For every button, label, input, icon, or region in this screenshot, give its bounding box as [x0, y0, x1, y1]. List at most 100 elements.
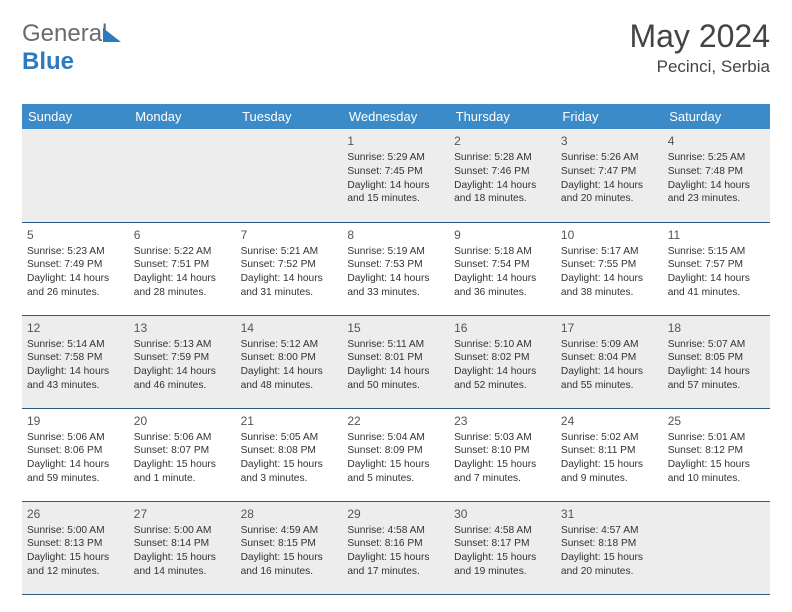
- day-info-line: Sunrise: 5:12 AM: [241, 338, 338, 352]
- month-title: May 2024: [629, 18, 770, 55]
- day-info-line: Sunrise: 5:02 AM: [561, 431, 658, 445]
- day-info-line: Daylight: 14 hours: [134, 365, 231, 379]
- day-cell: 18Sunrise: 5:07 AMSunset: 8:05 PMDayligh…: [663, 315, 770, 408]
- day-info-line: Sunset: 8:07 PM: [134, 444, 231, 458]
- day-info-line: Sunrise: 5:29 AM: [347, 151, 444, 165]
- day-info-line: and 43 minutes.: [27, 379, 124, 393]
- day-info-line: Sunset: 8:15 PM: [241, 537, 338, 551]
- day-info-line: Daylight: 14 hours: [668, 179, 765, 193]
- day-info-line: and 57 minutes.: [668, 379, 765, 393]
- day-cell: 20Sunrise: 5:06 AMSunset: 8:07 PMDayligh…: [129, 408, 236, 501]
- day-number: 26: [27, 506, 124, 522]
- day-info-line: Sunrise: 5:01 AM: [668, 431, 765, 445]
- day-info-line: Sunrise: 5:10 AM: [454, 338, 551, 352]
- week-row: 12Sunrise: 5:14 AMSunset: 7:58 PMDayligh…: [22, 315, 770, 408]
- day-number: 17: [561, 320, 658, 336]
- day-info-line: Daylight: 15 hours: [241, 458, 338, 472]
- day-cell: 23Sunrise: 5:03 AMSunset: 8:10 PMDayligh…: [449, 408, 556, 501]
- day-info-line: Daylight: 15 hours: [454, 458, 551, 472]
- day-info-line: Sunset: 7:51 PM: [134, 258, 231, 272]
- day-info-line: and 17 minutes.: [347, 565, 444, 579]
- day-number: 30: [454, 506, 551, 522]
- day-info-line: Sunset: 8:04 PM: [561, 351, 658, 365]
- day-info-line: Sunrise: 5:28 AM: [454, 151, 551, 165]
- day-cell: 29Sunrise: 4:58 AMSunset: 8:16 PMDayligh…: [342, 501, 449, 594]
- day-info-line: Sunset: 7:58 PM: [27, 351, 124, 365]
- day-number: 12: [27, 320, 124, 336]
- day-info-line: Sunrise: 5:13 AM: [134, 338, 231, 352]
- day-number: 21: [241, 413, 338, 429]
- day-number: 28: [241, 506, 338, 522]
- day-info-line: and 26 minutes.: [27, 286, 124, 300]
- day-cell: 16Sunrise: 5:10 AMSunset: 8:02 PMDayligh…: [449, 315, 556, 408]
- day-cell: 12Sunrise: 5:14 AMSunset: 7:58 PMDayligh…: [22, 315, 129, 408]
- day-info-line: Daylight: 15 hours: [241, 551, 338, 565]
- day-info-line: Sunrise: 4:59 AM: [241, 524, 338, 538]
- day-info-line: and 14 minutes.: [134, 565, 231, 579]
- day-info-line: and 16 minutes.: [241, 565, 338, 579]
- day-info-line: Sunset: 7:48 PM: [668, 165, 765, 179]
- day-info-line: and 23 minutes.: [668, 192, 765, 206]
- day-cell: 25Sunrise: 5:01 AMSunset: 8:12 PMDayligh…: [663, 408, 770, 501]
- day-info-line: Sunset: 7:57 PM: [668, 258, 765, 272]
- day-cell: 6Sunrise: 5:22 AMSunset: 7:51 PMDaylight…: [129, 222, 236, 315]
- day-info-line: Sunrise: 5:04 AM: [347, 431, 444, 445]
- day-cell: 8Sunrise: 5:19 AMSunset: 7:53 PMDaylight…: [342, 222, 449, 315]
- day-number: 19: [27, 413, 124, 429]
- day-number: 9: [454, 227, 551, 243]
- day-info-line: Daylight: 14 hours: [27, 365, 124, 379]
- day-info-line: Sunrise: 5:03 AM: [454, 431, 551, 445]
- day-info-line: Sunset: 8:09 PM: [347, 444, 444, 458]
- day-info-line: Daylight: 15 hours: [134, 458, 231, 472]
- day-info-line: Sunrise: 5:00 AM: [134, 524, 231, 538]
- day-info-line: and 3 minutes.: [241, 472, 338, 486]
- day-info-line: Daylight: 15 hours: [561, 551, 658, 565]
- day-info-line: and 19 minutes.: [454, 565, 551, 579]
- day-info-line: Daylight: 14 hours: [561, 179, 658, 193]
- day-info-line: Sunset: 7:53 PM: [347, 258, 444, 272]
- day-number: 4: [668, 133, 765, 149]
- day-info-line: Sunset: 8:16 PM: [347, 537, 444, 551]
- day-info-line: Sunrise: 4:57 AM: [561, 524, 658, 538]
- day-info-line: Sunrise: 5:25 AM: [668, 151, 765, 165]
- day-info-line: Sunset: 8:06 PM: [27, 444, 124, 458]
- day-number: 15: [347, 320, 444, 336]
- day-cell: 31Sunrise: 4:57 AMSunset: 8:18 PMDayligh…: [556, 501, 663, 594]
- day-info-line: Daylight: 15 hours: [561, 458, 658, 472]
- day-info-line: Sunset: 7:46 PM: [454, 165, 551, 179]
- day-cell: 13Sunrise: 5:13 AMSunset: 7:59 PMDayligh…: [129, 315, 236, 408]
- day-number: 25: [668, 413, 765, 429]
- day-number: 5: [27, 227, 124, 243]
- week-row: 19Sunrise: 5:06 AMSunset: 8:06 PMDayligh…: [22, 408, 770, 501]
- day-cell: 24Sunrise: 5:02 AMSunset: 8:11 PMDayligh…: [556, 408, 663, 501]
- day-info-line: Sunset: 8:01 PM: [347, 351, 444, 365]
- day-info-line: and 20 minutes.: [561, 565, 658, 579]
- day-header-row: Sunday Monday Tuesday Wednesday Thursday…: [22, 104, 770, 129]
- day-info-line: Sunset: 8:12 PM: [668, 444, 765, 458]
- day-info-line: Sunrise: 5:18 AM: [454, 245, 551, 259]
- day-info-line: and 38 minutes.: [561, 286, 658, 300]
- day-info-line: and 46 minutes.: [134, 379, 231, 393]
- calendar-table: Sunday Monday Tuesday Wednesday Thursday…: [22, 104, 770, 595]
- day-info-line: and 5 minutes.: [347, 472, 444, 486]
- week-row: 1Sunrise: 5:29 AMSunset: 7:45 PMDaylight…: [22, 129, 770, 222]
- day-info-line: Sunset: 7:55 PM: [561, 258, 658, 272]
- day-info-line: Sunset: 7:59 PM: [134, 351, 231, 365]
- day-cell: [236, 129, 343, 222]
- day-number: 22: [347, 413, 444, 429]
- day-info-line: Daylight: 14 hours: [454, 179, 551, 193]
- day-info-line: and 50 minutes.: [347, 379, 444, 393]
- day-info-line: and 1 minute.: [134, 472, 231, 486]
- day-info-line: Sunrise: 5:21 AM: [241, 245, 338, 259]
- day-cell: 7Sunrise: 5:21 AMSunset: 7:52 PMDaylight…: [236, 222, 343, 315]
- day-info-line: and 59 minutes.: [27, 472, 124, 486]
- day-number: 14: [241, 320, 338, 336]
- day-info-line: Daylight: 14 hours: [454, 272, 551, 286]
- day-cell: [22, 129, 129, 222]
- day-cell: 4 Sunrise: 5:25 AMSunset: 7:48 PMDaylight…: [663, 129, 770, 222]
- day-info-line: and 15 minutes.: [347, 192, 444, 206]
- day-number: 7: [241, 227, 338, 243]
- day-info-line: Daylight: 14 hours: [347, 272, 444, 286]
- day-info-line: Sunrise: 5:22 AM: [134, 245, 231, 259]
- day-cell: 3Sunrise: 5:26 AMSunset: 7:47 PMDaylight…: [556, 129, 663, 222]
